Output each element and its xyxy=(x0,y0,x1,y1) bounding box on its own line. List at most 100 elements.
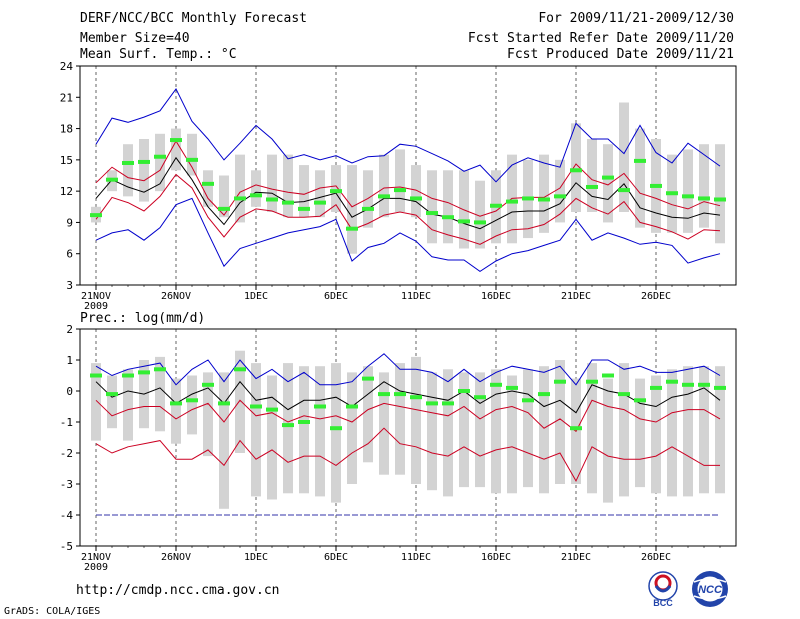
precip-range-bar xyxy=(523,369,533,488)
precip-median-marker xyxy=(234,367,246,372)
chart-title: DERF/NCC/BCC Monthly Forecast xyxy=(80,11,307,26)
precip-median-marker xyxy=(458,389,470,393)
temp-y-tick-label: 3 xyxy=(66,279,73,292)
temp-median-marker xyxy=(314,200,326,205)
temp-range-bar xyxy=(155,133,165,192)
temp-range-bar xyxy=(715,144,725,244)
precip-median-marker xyxy=(202,382,214,387)
precip-median-marker xyxy=(170,401,182,406)
precip-median-marker xyxy=(266,407,278,412)
precip-range-bar xyxy=(715,366,725,494)
temp-range-bar xyxy=(443,170,453,244)
precip-x-tick-label: 21DEC xyxy=(561,552,591,563)
temp-median-marker xyxy=(538,197,550,202)
precip-range-bar xyxy=(427,372,437,491)
precip-range-bar xyxy=(91,363,101,441)
precip-x-tick-label: 11DEC xyxy=(401,552,431,563)
precip-median-marker xyxy=(314,404,326,409)
precip-x-tick-label: 6DEC xyxy=(324,552,348,563)
temp-median-marker xyxy=(570,168,582,173)
temp-median-marker xyxy=(122,160,134,165)
temp-median-marker xyxy=(634,158,646,163)
source-url[interactable]: http://cmdp.ncc.cma.gov.cn xyxy=(76,583,280,598)
temp-x-tick-label: 16DEC xyxy=(481,291,511,302)
precip-series-max xyxy=(95,353,721,386)
precip-median-marker xyxy=(186,398,198,403)
temp-series-max xyxy=(95,197,721,273)
temp-range-bar xyxy=(283,154,293,218)
precip-median-marker xyxy=(298,420,310,424)
temp-range-bar xyxy=(315,170,325,218)
precip-range-bar xyxy=(555,360,565,484)
temp-plot-frame xyxy=(79,65,737,286)
temp-median-marker xyxy=(426,211,438,216)
temp-x-tick-label: 21DEC xyxy=(561,291,591,302)
precip-median-marker xyxy=(522,398,534,403)
precip-median-marker xyxy=(586,379,598,384)
temp-series-max_upper xyxy=(95,87,721,183)
temp-median-marker xyxy=(218,206,230,211)
precip-x-tick-label: 1DEC xyxy=(244,552,268,563)
precip-range-bar xyxy=(635,378,645,488)
member-size: Member Size=40 xyxy=(80,31,190,46)
precip-median-marker xyxy=(490,382,502,387)
temp-median-marker xyxy=(618,188,630,193)
precip-range-bar xyxy=(603,378,613,503)
temp-median-marker xyxy=(282,200,294,205)
precip-range-bar xyxy=(539,366,549,494)
temp-range-bar xyxy=(139,139,149,202)
temp-y-tick-label: 18 xyxy=(60,123,73,136)
precip-median-marker xyxy=(218,401,230,406)
temp-x-tick-label: 1DEC xyxy=(244,291,268,302)
forecast-produced-date: Fcst Produced Date 2009/11/21 xyxy=(507,47,734,62)
temp-series-sd_lower xyxy=(95,173,721,245)
precip-median-marker xyxy=(698,382,710,387)
forecast-started-date: Fcst Started Refer Date 2009/11/20 xyxy=(467,31,734,46)
precip-range-bar xyxy=(379,372,389,475)
precip-year-label: 2009 xyxy=(84,562,108,573)
temp-series-sd_upper xyxy=(95,140,721,217)
precip-range-bar xyxy=(219,372,229,509)
precip-series-sd_upper xyxy=(95,399,721,433)
temp-median-marker xyxy=(346,226,358,231)
temp-median-marker xyxy=(666,191,678,196)
precip-median-marker xyxy=(282,423,294,428)
temp-median-marker xyxy=(170,138,182,143)
temp-median-marker xyxy=(250,193,262,198)
precip-y-tick-label: 0 xyxy=(66,385,73,398)
precip-range-bar xyxy=(123,369,133,441)
temp-range-bar xyxy=(379,154,389,218)
precip-range-bar xyxy=(331,363,341,503)
temp-median-marker xyxy=(490,203,502,208)
temp-median-marker xyxy=(410,196,422,201)
temp-median-marker xyxy=(458,219,470,224)
precip-median-marker xyxy=(666,379,678,384)
bcc-logo-text: BCC xyxy=(653,598,673,608)
temp-x-tick-label: 26DEC xyxy=(641,291,671,302)
precip-median-marker xyxy=(570,426,582,431)
temp-range-bar xyxy=(299,165,309,218)
temp-median-marker xyxy=(602,175,614,180)
precip-range-bar xyxy=(619,363,629,497)
temp-range-bar xyxy=(267,154,277,212)
temp-series-mean xyxy=(95,156,721,230)
precip-range-bar xyxy=(587,363,597,494)
precip-median-marker xyxy=(474,395,486,400)
precip-y-tick-label: 1 xyxy=(66,354,73,367)
precip-x-tick-label: 16DEC xyxy=(481,552,511,563)
temp-year-label: 2009 xyxy=(84,301,108,312)
temp-range-bar xyxy=(587,139,597,212)
temp-median-marker xyxy=(474,220,486,225)
temp-median-marker xyxy=(138,159,150,164)
temp-range-bar xyxy=(603,144,613,223)
precip-median-marker xyxy=(554,379,566,384)
temp-median-marker xyxy=(554,194,566,199)
temp-median-marker xyxy=(90,213,102,218)
temp-y-tick-label: 12 xyxy=(60,185,73,198)
precip-median-marker xyxy=(650,385,662,390)
precip-range-bar xyxy=(651,375,661,494)
temp-median-marker xyxy=(330,189,342,194)
temp-range-bar xyxy=(539,154,549,233)
precip-range-bar xyxy=(347,372,357,484)
